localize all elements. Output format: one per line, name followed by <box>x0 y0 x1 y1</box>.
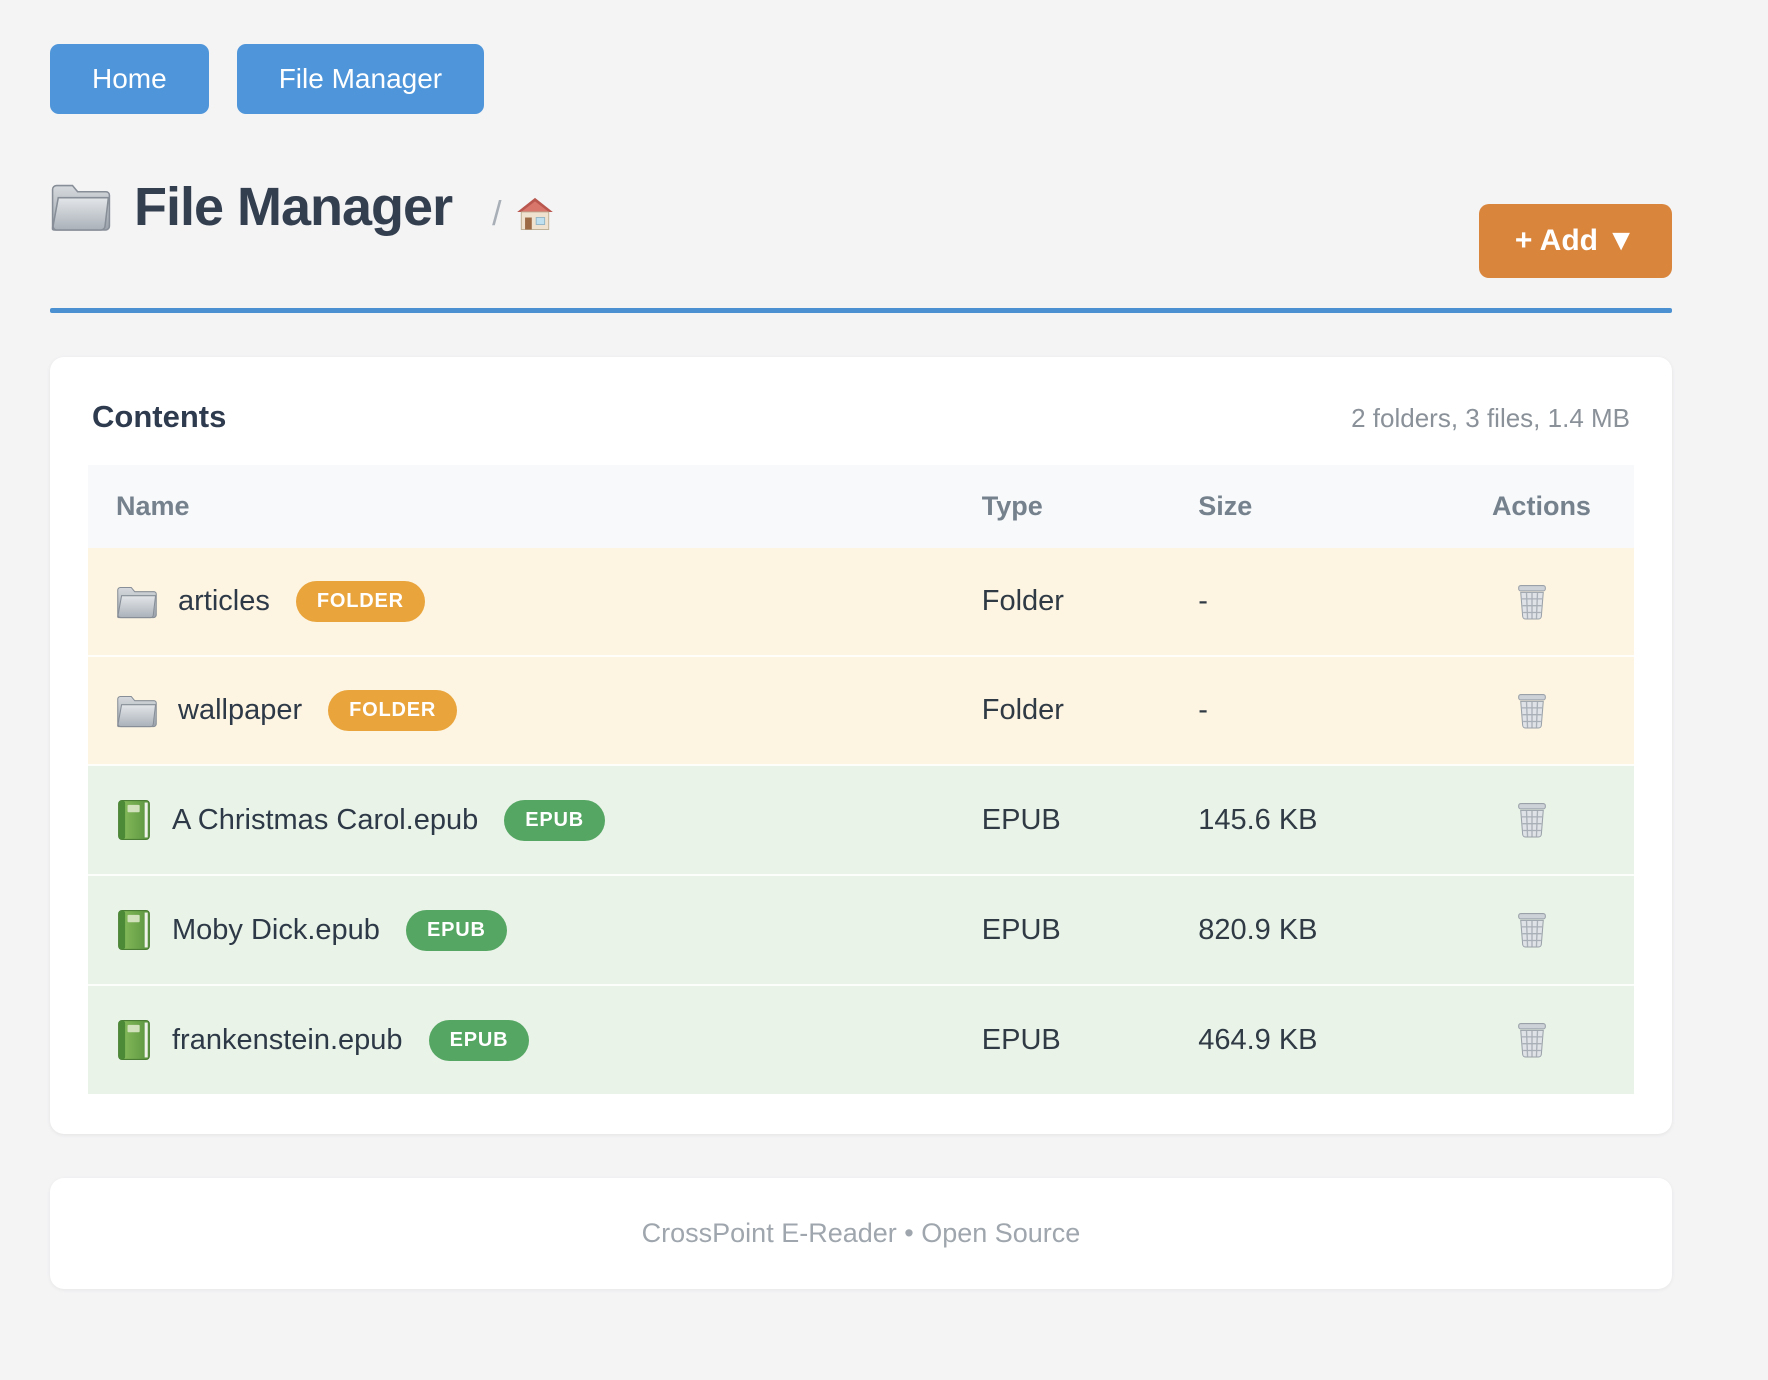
trash-icon <box>1514 582 1550 622</box>
breadcrumb-separator: / <box>492 194 502 233</box>
delete-button[interactable] <box>1514 910 1550 950</box>
type-cell: EPUB <box>953 875 1171 986</box>
add-button[interactable]: + Add ▼ <box>1478 204 1672 278</box>
folder-icon <box>116 693 158 729</box>
table-row[interactable]: A Christmas Carol.epub EPUB EPUB 145.6 K… <box>88 765 1634 876</box>
epub-badge: EPUB <box>405 909 507 951</box>
epub-badge: EPUB <box>428 1019 530 1061</box>
column-header-size: Size <box>1170 465 1464 548</box>
footer: CrossPoint E-Reader • Open Source <box>50 1178 1672 1289</box>
type-cell: EPUB <box>953 765 1171 876</box>
contents-title: Contents <box>92 399 227 434</box>
book-icon <box>116 909 152 951</box>
size-cell: - <box>1170 656 1464 766</box>
epub-badge: EPUB <box>504 799 606 841</box>
table-row[interactable]: articles FOLDER Folder - <box>88 548 1634 657</box>
top-nav: Home File Manager <box>50 44 1672 114</box>
column-header-name: Name <box>88 465 954 548</box>
title-divider <box>50 308 1672 313</box>
file-name[interactable]: wallpaper <box>178 694 303 726</box>
contents-summary: 2 folders, 3 files, 1.4 MB <box>1351 403 1630 433</box>
trash-icon <box>1514 1020 1550 1060</box>
delete-button[interactable] <box>1514 691 1550 731</box>
size-cell: 820.9 KB <box>1170 875 1464 986</box>
size-cell: - <box>1170 548 1464 657</box>
home-nav-button[interactable]: Home <box>50 44 209 114</box>
breadcrumb: / <box>492 195 553 234</box>
folder-badge: FOLDER <box>295 581 425 622</box>
table-row[interactable]: wallpaper FOLDER Folder - <box>88 656 1634 766</box>
home-icon[interactable] <box>516 196 554 232</box>
folder-badge: FOLDER <box>328 690 458 731</box>
size-cell: 145.6 KB <box>1170 765 1464 876</box>
folder-icon <box>50 181 112 233</box>
type-cell: Folder <box>953 656 1171 766</box>
folder-icon <box>116 584 158 620</box>
trash-icon <box>1514 910 1550 950</box>
file-name[interactable]: articles <box>178 585 270 617</box>
file-name[interactable]: Moby Dick.epub <box>172 913 380 946</box>
delete-button[interactable] <box>1514 1020 1550 1060</box>
table-header-row: Name Type Size Actions <box>88 465 1634 548</box>
contents-card: Contents 2 folders, 3 files, 1.4 MB Name… <box>50 357 1672 1134</box>
file-table: Name Type Size Actions articles FOLDER F… <box>88 465 1634 1094</box>
book-icon <box>116 1019 152 1061</box>
table-row[interactable]: frankenstein.epub EPUB EPUB 464.9 KB <box>88 985 1634 1094</box>
column-header-type: Type <box>953 465 1171 548</box>
size-cell: 464.9 KB <box>1170 985 1464 1094</box>
type-cell: EPUB <box>953 985 1171 1094</box>
file-manager-nav-button[interactable]: File Manager <box>236 44 485 114</box>
table-row[interactable]: Moby Dick.epub EPUB EPUB 820.9 KB <box>88 875 1634 986</box>
delete-button[interactable] <box>1514 800 1550 840</box>
footer-text: CrossPoint E-Reader • Open Source <box>641 1218 1081 1248</box>
file-name[interactable]: frankenstein.epub <box>172 1023 403 1056</box>
page: Home File Manager File Manager / + Add ▼… <box>50 44 1672 1289</box>
page-header: File Manager / + Add ▼ <box>50 176 1672 278</box>
page-title: File Manager <box>134 177 453 237</box>
trash-icon <box>1514 691 1550 731</box>
delete-button[interactable] <box>1514 582 1550 622</box>
trash-icon <box>1514 800 1550 840</box>
file-name[interactable]: A Christmas Carol.epub <box>172 803 479 836</box>
column-header-actions: Actions <box>1463 465 1634 548</box>
type-cell: Folder <box>953 548 1171 657</box>
book-icon <box>116 799 152 841</box>
